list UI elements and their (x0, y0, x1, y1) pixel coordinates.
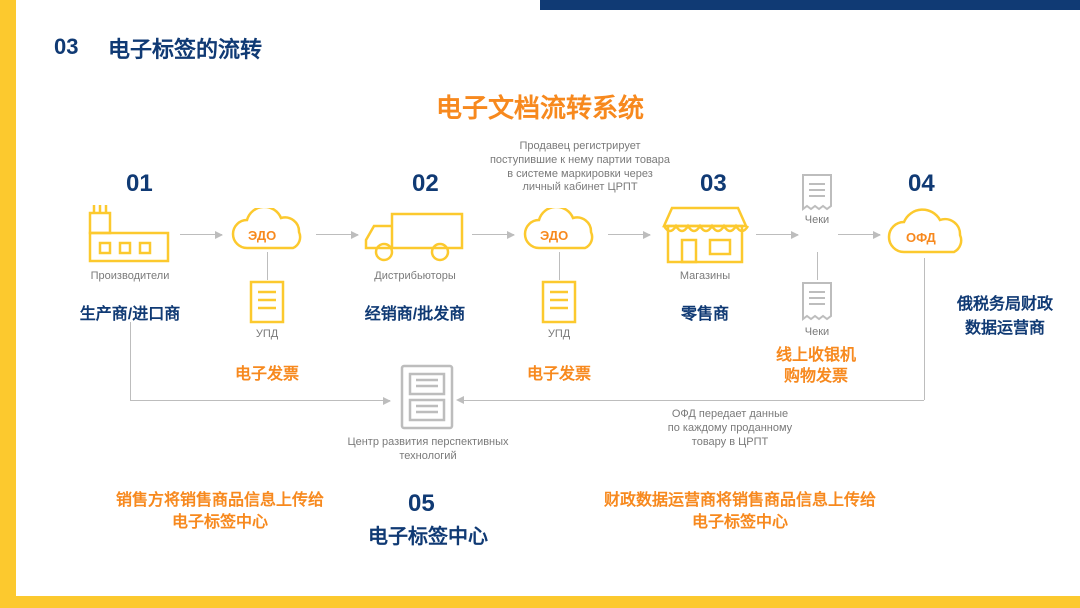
label-cn-4: 俄税务局财政 数据运营商 (940, 290, 1070, 338)
check-label-2: Чеки (796, 326, 838, 340)
arrow-1 (180, 234, 222, 235)
path2-h (462, 400, 924, 401)
section-title: 电子标签的流转 (108, 32, 262, 64)
truck-icon (362, 206, 468, 266)
check-label-1: Чеки (796, 214, 838, 228)
note-left: 销售方将销售商品信息上传给 电子标签中心 (90, 490, 350, 535)
step-number-04: 04 (908, 170, 935, 198)
label-ru-2: Дистрибьюторы (362, 270, 468, 284)
arrow-5b (838, 234, 880, 235)
upd-label-1: УПД (240, 328, 294, 342)
line-upd1 (267, 252, 268, 280)
label-cn-3: 零售商 (658, 300, 752, 324)
ofd-note: ОФД передает данные по каждому проданном… (630, 408, 830, 449)
path2-v (924, 258, 925, 400)
receipt-icon-2 (800, 280, 834, 322)
step-number-02: 02 (412, 170, 439, 198)
path1-v (130, 322, 131, 400)
center-ru: Центр развития перспективных технологий (340, 436, 516, 464)
label-ru-3: Магазины (658, 270, 752, 284)
ofd-label: ОФД (906, 230, 936, 245)
document-icon-1 (249, 280, 285, 324)
accent-strip-top-right (540, 0, 1080, 10)
edo-label-1: ЭДО (248, 228, 276, 243)
path1-h (130, 400, 390, 401)
step-number-05: 05 (408, 490, 435, 518)
label-ru-1: Производители (86, 270, 174, 284)
center-cn: 电子标签中心 (350, 520, 506, 549)
note-right: 财政数据运营商将销售商品信息上传给 电子标签中心 (560, 490, 920, 535)
path2-arrow (456, 396, 464, 404)
arrow-2 (316, 234, 358, 235)
step-number-01: 01 (126, 170, 153, 198)
diagram-title: 电子文档流转系统 (0, 88, 1080, 125)
receipt-icon-1 (800, 172, 834, 212)
check-cn-2: 线上收银机 购物发票 (756, 346, 876, 388)
arrow-3 (472, 234, 514, 235)
accent-strip-bottom (0, 596, 1080, 608)
factory-icon (86, 203, 174, 265)
label-cn-1: 生产商/进口商 (60, 300, 200, 324)
line-upd2 (559, 252, 560, 280)
edo-label-2: ЭДО (540, 228, 568, 243)
seller-note: Продавец регистрирует поступившие к нему… (470, 140, 690, 195)
upd-label-2: УПД (532, 328, 586, 342)
arrow-5a (756, 234, 798, 235)
section-number: 03 (54, 34, 78, 60)
store-icon (658, 200, 752, 266)
upd-cn-1: 电子发票 (220, 360, 314, 384)
server-icon (398, 362, 456, 432)
step-number-03: 03 (700, 170, 727, 198)
arrow-4 (608, 234, 650, 235)
label-cn-2: 经销商/批发商 (350, 300, 480, 324)
line-check2 (817, 252, 818, 280)
document-icon-2 (541, 280, 577, 324)
upd-cn-2: 电子发票 (512, 360, 606, 384)
